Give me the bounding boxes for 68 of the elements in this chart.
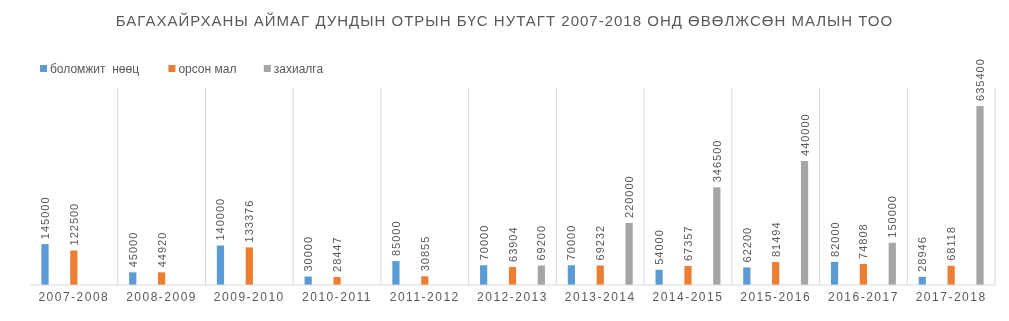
data-label: 30855 bbox=[418, 235, 431, 272]
bar bbox=[800, 160, 809, 285]
data-label: 150000 bbox=[886, 195, 899, 238]
x-tick-label: 2016-2017 bbox=[827, 290, 899, 304]
data-label: 44920 bbox=[155, 231, 168, 268]
bar bbox=[888, 242, 896, 285]
bar bbox=[743, 267, 751, 285]
bar bbox=[480, 265, 488, 285]
data-label: 67357 bbox=[681, 225, 694, 262]
data-label: 82000 bbox=[828, 221, 841, 257]
data-label: 54000 bbox=[653, 229, 666, 265]
data-label: 220000 bbox=[623, 175, 636, 218]
bar bbox=[976, 105, 984, 285]
bar bbox=[41, 244, 49, 285]
bar bbox=[684, 266, 692, 285]
bar bbox=[508, 266, 517, 285]
x-tick-label: 2013-2014 bbox=[564, 290, 636, 304]
bar bbox=[713, 187, 721, 285]
x-tick-label: 2010-2011 bbox=[302, 290, 373, 304]
data-label: 140000 bbox=[214, 197, 227, 241]
x-tick-label: 2015-2016 bbox=[740, 290, 812, 304]
data-label: 635400 bbox=[973, 58, 986, 101]
bar bbox=[216, 245, 225, 285]
x-tick-label: 2017-2018 bbox=[915, 290, 987, 304]
chart-title: БАГАХАЙРХАНЫ АЙМАГ ДУНДЫН ОТРЫН БҮС НУТАГТ 2007-2018 ОНД ӨВӨЛЖСӨН МАЛЫН ТОО bbox=[115, 12, 894, 29]
x-tick-label: 2007-2008 bbox=[38, 290, 110, 304]
x-tick-label: 2008-2009 bbox=[126, 290, 198, 304]
bar bbox=[625, 222, 633, 285]
data-label: 85000 bbox=[389, 220, 402, 257]
data-label: 122500 bbox=[67, 202, 80, 246]
data-label: 346500 bbox=[710, 139, 723, 183]
data-label: 69200 bbox=[535, 224, 548, 261]
bar bbox=[596, 265, 604, 285]
bar bbox=[245, 247, 253, 285]
data-label: 70000 bbox=[565, 224, 578, 261]
data-label: 28447 bbox=[331, 236, 344, 272]
bar bbox=[655, 269, 663, 285]
bar bbox=[157, 272, 166, 285]
bar bbox=[859, 263, 868, 285]
bar bbox=[333, 276, 341, 285]
data-label: 68118 bbox=[945, 226, 958, 261]
bar bbox=[392, 261, 400, 285]
x-tick-label: 2014-2015 bbox=[652, 290, 724, 304]
data-label: 45000 bbox=[126, 231, 139, 268]
bar bbox=[70, 250, 78, 285]
legend-label: орсон мал bbox=[178, 62, 237, 76]
x-tick-label: 2011-2012 bbox=[389, 290, 460, 304]
bar bbox=[129, 272, 137, 285]
bar bbox=[772, 262, 780, 285]
data-label: 81494 bbox=[769, 221, 782, 258]
data-label: 145000 bbox=[39, 196, 52, 240]
data-label: 440000 bbox=[798, 113, 811, 156]
legend-label: боломжит нөөц bbox=[50, 62, 140, 76]
data-label: 28946 bbox=[916, 236, 929, 272]
bar bbox=[830, 261, 839, 285]
data-label: 70000 bbox=[477, 224, 490, 261]
data-label: 69232 bbox=[594, 224, 607, 261]
data-label: 62200 bbox=[740, 226, 753, 263]
bar bbox=[947, 265, 955, 285]
x-tick-label: 2012-2013 bbox=[477, 290, 548, 304]
data-label: 133376 bbox=[243, 199, 256, 243]
legend-label: захиалга bbox=[273, 62, 324, 76]
bar bbox=[537, 265, 545, 285]
bar bbox=[567, 265, 575, 285]
x-tick-label: 2009-2010 bbox=[213, 290, 285, 304]
data-label: 63904 bbox=[506, 226, 519, 262]
data-label: 74808 bbox=[857, 223, 870, 259]
data-label: 30000 bbox=[302, 235, 315, 272]
